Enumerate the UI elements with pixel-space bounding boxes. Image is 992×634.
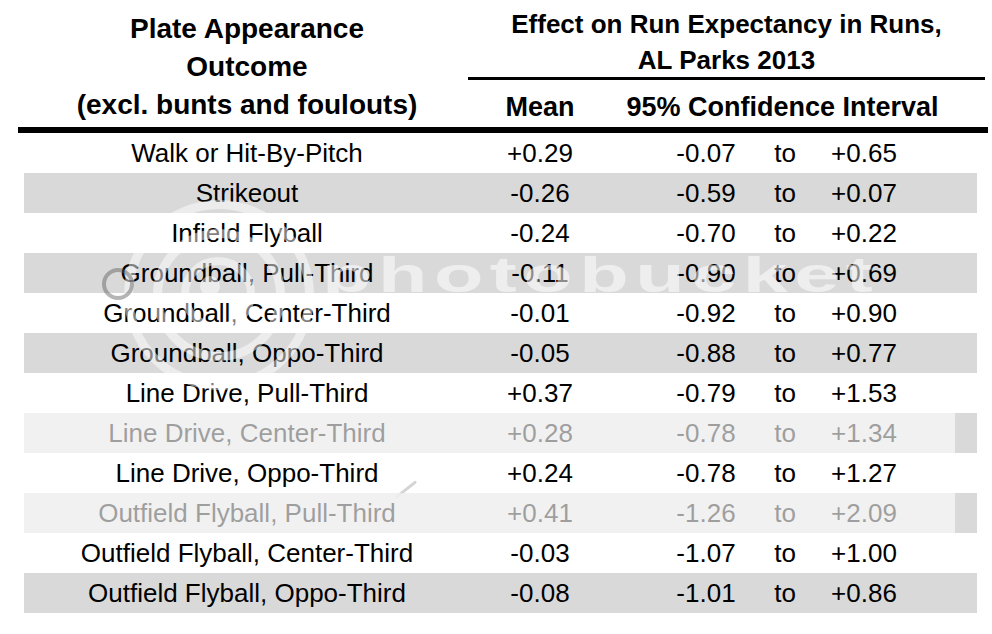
ci-high-cell: +0.90 — [798, 298, 930, 329]
ci-to-label: to — [772, 458, 798, 489]
outcome-cell: Infield Flyball — [24, 218, 470, 249]
ci-to-label: to — [772, 538, 798, 569]
ci-high-cell: +2.09 — [798, 498, 930, 529]
ci-to-label: to — [772, 498, 798, 529]
mean-cell: +0.24 — [470, 458, 610, 489]
column-header-mean: Mean — [470, 92, 610, 123]
table-row: Outfield Flyball, Oppo-Third -0.08 -1.01… — [24, 573, 977, 613]
ci-to-label: to — [772, 138, 798, 169]
ci-to-label: to — [772, 578, 798, 609]
mean-cell: +0.29 — [470, 138, 610, 169]
outcome-cell: Outfield Flyball, Center-Third — [24, 538, 470, 569]
mean-cell: -0.01 — [470, 298, 610, 329]
table-row: Groundball, Pull-Third -0.11 -0.90 to +0… — [24, 253, 977, 293]
outcome-cell: Groundball, Pull-Third — [24, 258, 470, 289]
ci-high-cell: +0.86 — [798, 578, 930, 609]
title-underline — [468, 77, 985, 80]
outcome-cell: Strikeout — [24, 178, 470, 209]
table-row: Infield Flyball -0.24 -0.70 to +0.22 — [24, 213, 977, 253]
mean-cell: -0.03 — [470, 538, 610, 569]
ci-high-cell: +0.77 — [798, 338, 930, 369]
mean-cell: +0.28 — [470, 418, 610, 449]
ci-high-cell: +0.07 — [798, 178, 930, 209]
mean-cell: -0.11 — [470, 258, 610, 289]
ci-low-cell: -0.78 — [640, 418, 772, 449]
table-row: Strikeout -0.26 -0.59 to +0.07 — [24, 173, 977, 213]
row-header-line-2: Outcome — [24, 48, 470, 86]
row-header-title: Plate Appearance Outcome (excl. bunts an… — [24, 10, 470, 124]
outcome-cell: Walk or Hit-By-Pitch — [24, 138, 470, 169]
ci-low-cell: -0.78 — [640, 458, 772, 489]
table-row: Outfield Flyball, Pull-Third +0.41 -1.26… — [24, 493, 977, 533]
mean-cell: -0.24 — [470, 218, 610, 249]
table-figure: Plate Appearance Outcome (excl. bunts an… — [0, 0, 992, 634]
row-header-line-1: Plate Appearance — [24, 10, 470, 48]
outcome-cell: Line Drive, Pull-Third — [24, 378, 470, 409]
ci-high-cell: +1.53 — [798, 378, 930, 409]
table-row: Outfield Flyball, Center-Third -0.03 -1.… — [24, 533, 977, 573]
ci-to-label: to — [772, 338, 798, 369]
ci-high-cell: +1.27 — [798, 458, 930, 489]
ci-high-cell: +0.22 — [798, 218, 930, 249]
table-title: Effect on Run Expectancy in Runs, AL Par… — [468, 6, 985, 78]
mean-cell: -0.26 — [470, 178, 610, 209]
mean-cell: +0.37 — [470, 378, 610, 409]
table-row: Walk or Hit-By-Pitch +0.29 -0.07 to +0.6… — [24, 133, 977, 173]
table-row: Groundball, Center-Third -0.01 -0.92 to … — [24, 293, 977, 333]
ci-to-label: to — [772, 418, 798, 449]
ci-low-cell: -1.26 — [640, 498, 772, 529]
ci-to-label: to — [772, 378, 798, 409]
ci-to-label: to — [772, 298, 798, 329]
ci-high-cell: +0.69 — [798, 258, 930, 289]
outcome-cell: Outfield Flyball, Pull-Third — [24, 498, 470, 529]
outcome-cell: Line Drive, Oppo-Third — [24, 458, 470, 489]
outcome-cell: Line Drive, Center-Third — [24, 418, 470, 449]
ci-high-cell: +1.34 — [798, 418, 930, 449]
ci-low-cell: -0.07 — [640, 138, 772, 169]
outcome-cell: Groundball, Center-Third — [24, 298, 470, 329]
ci-low-cell: -0.92 — [640, 298, 772, 329]
mean-cell: -0.05 — [470, 338, 610, 369]
ci-low-cell: -1.01 — [640, 578, 772, 609]
ci-low-cell: -0.79 — [640, 378, 772, 409]
ci-to-label: to — [772, 218, 798, 249]
ci-low-cell: -0.59 — [640, 178, 772, 209]
column-header-confidence-interval: 95% Confidence Interval — [615, 92, 950, 123]
table-body: Walk or Hit-By-Pitch +0.29 -0.07 to +0.6… — [0, 133, 992, 613]
table-title-line-2: AL Parks 2013 — [468, 42, 985, 78]
table-row: Line Drive, Pull-Third +0.37 -0.79 to +1… — [24, 373, 977, 413]
ci-high-cell: +0.65 — [798, 138, 930, 169]
table-row: Line Drive, Center-Third +0.28 -0.78 to … — [24, 413, 977, 453]
ci-high-cell: +1.00 — [798, 538, 930, 569]
table-row: Groundball, Oppo-Third -0.05 -0.88 to +0… — [24, 333, 977, 373]
outcome-cell: Outfield Flyball, Oppo-Third — [24, 578, 470, 609]
ci-low-cell: -0.70 — [640, 218, 772, 249]
ci-low-cell: -0.88 — [640, 338, 772, 369]
ci-low-cell: -1.07 — [640, 538, 772, 569]
mean-cell: -0.08 — [470, 578, 610, 609]
row-header-line-3: (excl. bunts and foulouts) — [24, 86, 470, 124]
table-title-line-1: Effect on Run Expectancy in Runs, — [468, 6, 985, 42]
table-row: Line Drive, Oppo-Third +0.24 -0.78 to +1… — [24, 453, 977, 493]
ci-low-cell: -0.90 — [640, 258, 772, 289]
ci-to-label: to — [772, 178, 798, 209]
outcome-cell: Groundball, Oppo-Third — [24, 338, 470, 369]
ci-to-label: to — [772, 258, 798, 289]
mean-cell: +0.41 — [470, 498, 610, 529]
